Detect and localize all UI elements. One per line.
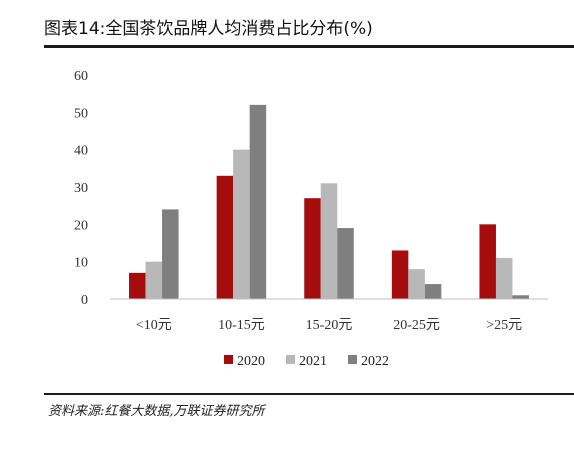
legend: 2020 2021 2022 [224,354,389,369]
bar-2022-0 [162,209,179,299]
bar-2021-3 [408,269,425,299]
source-note: 资料来源:红餐大数据,万联证券研究所 [48,404,265,419]
y-tick-label-60: 60 [74,69,88,84]
bar-2021-4 [495,257,513,299]
bar-2022-2 [337,228,354,299]
legend-swatch-2020 [224,355,233,364]
y-tick-label-20: 20 [74,218,88,233]
x-tick-label-3: 20-25元 [393,318,440,333]
y-axis: 0 10 20 30 40 50 60 [74,69,88,308]
y-tick-label-30: 30 [74,181,88,196]
bar-2020-0 [129,272,146,299]
y-tick-label-0: 0 [81,293,88,308]
bar-2020-1 [216,175,234,299]
bar-2021-1 [233,149,250,299]
x-axis-labels: <10元 10-15元 15-20元 20-25元 >25元 [136,318,522,333]
y-tick-label-10: 10 [74,256,88,271]
bar-2022-1 [249,104,267,299]
bar-2020-2 [304,198,321,299]
bar-2021-2 [320,183,338,299]
legend-label-2021: 2021 [299,354,327,369]
x-tick-label-2: 15-20元 [306,318,353,333]
y-tick-label-50: 50 [74,106,88,121]
source-rule [44,393,574,395]
bar-2022-4 [512,295,529,299]
legend-swatch-2022 [348,355,357,364]
bar-2021-0 [145,261,163,299]
y-tick-label-40: 40 [74,144,88,159]
bar-2020-3 [391,250,409,299]
legend-label-2020: 2020 [237,354,265,369]
legend-label-2022: 2022 [361,354,389,369]
legend-swatch-2021 [286,355,295,364]
bar-2020-4 [479,224,496,299]
x-tick-label-4: >25元 [486,318,522,333]
x-tick-label-1: 10-15元 [218,318,265,333]
x-tick-label-0: <10元 [136,318,172,333]
figure-title: 图表14:全国茶饮品牌人均消费占比分布(%) [44,19,373,39]
bar-2022-3 [424,284,442,299]
title-rule [44,45,574,48]
bars [129,104,529,299]
